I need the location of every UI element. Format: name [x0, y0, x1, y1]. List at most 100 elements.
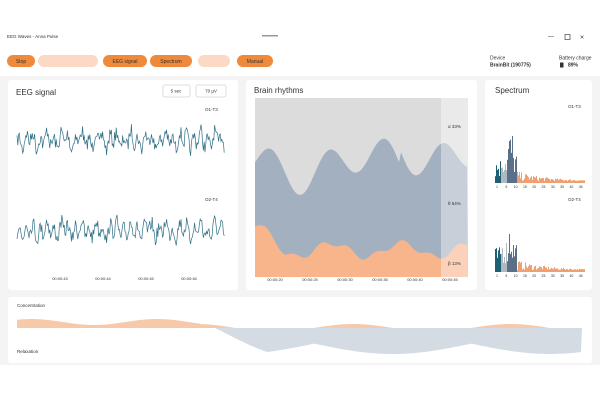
theta-area	[255, 138, 468, 277]
spectrum-bar	[565, 269, 566, 272]
spectrum-bar	[541, 178, 542, 183]
spectrum-bar	[545, 267, 546, 272]
spectrum-bar	[523, 180, 524, 183]
spectrum-bar	[502, 167, 503, 183]
spectrum-bar	[507, 159, 508, 183]
spectrum-bar	[554, 180, 555, 183]
duration-select[interactable]	[162, 84, 191, 98]
spectrum-bar	[530, 265, 531, 272]
freq-tick: 45	[579, 185, 583, 189]
rhythms-title: Brain rhythms	[254, 86, 303, 95]
spectrum-bar	[540, 266, 541, 272]
spectrum-bar	[523, 268, 524, 272]
eeg-scale: 70 µV	[205, 89, 217, 94]
spectrum-bar	[537, 268, 538, 272]
freq-tick: 30	[551, 274, 555, 278]
spectrum-bar	[558, 180, 559, 183]
window-title: EEG Waves - Anna Pulse	[7, 34, 59, 39]
toolbar-button-label: EEG signal	[112, 59, 137, 65]
spectrum-bar	[535, 177, 536, 183]
toolbar-button-label: Manual	[247, 59, 263, 65]
toolbar-button[interactable]	[150, 55, 192, 67]
battery-value: 89%	[568, 62, 579, 68]
spectrum-bar	[495, 249, 496, 272]
close-button[interactable]: ×	[580, 34, 584, 41]
spectrum-bar	[562, 269, 563, 272]
spectrum-bar	[556, 179, 557, 183]
spectrum-bar	[550, 180, 551, 183]
freq-tick: 5	[505, 274, 507, 278]
spectrum-bar	[550, 268, 551, 272]
toolbar-button[interactable]	[7, 55, 35, 67]
toolbar-button[interactable]	[103, 55, 147, 67]
toolbar-button-label: Stop	[16, 59, 27, 65]
spectrum-bar	[517, 172, 518, 183]
maximize-button[interactable]	[564, 34, 571, 40]
toolbar-button[interactable]	[237, 55, 273, 67]
spectrum-bar	[577, 268, 578, 272]
spectrum-bar	[504, 256, 505, 272]
band-label: β 13%	[448, 261, 461, 266]
spectrum-bar	[522, 180, 523, 183]
spectrum-bar	[518, 262, 519, 272]
concentration-area	[17, 319, 582, 328]
freq-tick: 35	[560, 185, 564, 189]
spectrum-bar	[519, 171, 520, 183]
future-overlay	[441, 98, 468, 277]
eeg-duration: 5 sec	[171, 89, 183, 94]
spectrum-bar	[566, 180, 567, 183]
spectrum-bar	[555, 268, 556, 272]
spectrum-bar	[524, 178, 525, 183]
spectrum-bar	[548, 266, 549, 272]
spectrum-bar	[507, 261, 508, 272]
freq-tick: 45	[579, 274, 583, 278]
freq-tick: 20	[532, 274, 536, 278]
spectrum-bar	[536, 175, 537, 183]
spectrum-bar	[553, 268, 554, 272]
spectrum-bar	[520, 178, 521, 183]
spectrum-bar	[536, 269, 537, 272]
freq-tick: 15	[523, 185, 527, 189]
spectrum-bar	[564, 180, 565, 183]
toolbar-button[interactable]	[38, 55, 98, 67]
spectrum-bar	[565, 180, 566, 183]
minimize-button[interactable]: —	[548, 35, 554, 41]
device-card	[485, 50, 592, 76]
spectrum-bar	[521, 172, 522, 183]
toolbar-button[interactable]	[198, 55, 230, 67]
spectrum-bar	[542, 177, 543, 183]
spectrum-bar	[584, 269, 585, 272]
spectrum-bar	[535, 265, 536, 272]
spectrum-bar	[503, 262, 504, 272]
spectrum-bar	[532, 269, 533, 272]
eeg-title: EEG signal	[16, 88, 56, 97]
spectrum-bar	[568, 269, 569, 272]
spectrum-bar	[539, 266, 540, 272]
time-tick: 00:00:46	[181, 276, 197, 281]
spectrum-bar	[502, 248, 503, 272]
spectrum-bar	[496, 248, 497, 272]
time-tick: 00:00:43	[52, 276, 68, 281]
spectrum-bar	[549, 179, 550, 183]
scale-select[interactable]	[195, 84, 227, 98]
spectrum-bar	[563, 267, 564, 272]
spectrum-bar	[570, 179, 571, 183]
relaxation-area	[17, 328, 582, 354]
spectrum-bar	[517, 269, 518, 272]
spectrum-bar	[564, 268, 565, 272]
spectrum-bar	[533, 176, 534, 183]
spectrum-bar	[551, 267, 552, 272]
spectrum-bar	[569, 179, 570, 183]
beta-area	[255, 225, 468, 277]
spectrum-bar	[547, 269, 548, 272]
spectrum-bar	[571, 269, 572, 272]
device-name: BrainBit (190775)	[490, 62, 531, 68]
spectrum-bar	[509, 141, 510, 183]
eeg-wave	[16, 124, 225, 156]
spectrum-bar	[574, 269, 575, 272]
spectrum-bar	[574, 180, 575, 183]
eeg-card	[8, 80, 238, 290]
spectrum-bar	[578, 269, 579, 272]
spectrum-bar	[513, 157, 514, 183]
